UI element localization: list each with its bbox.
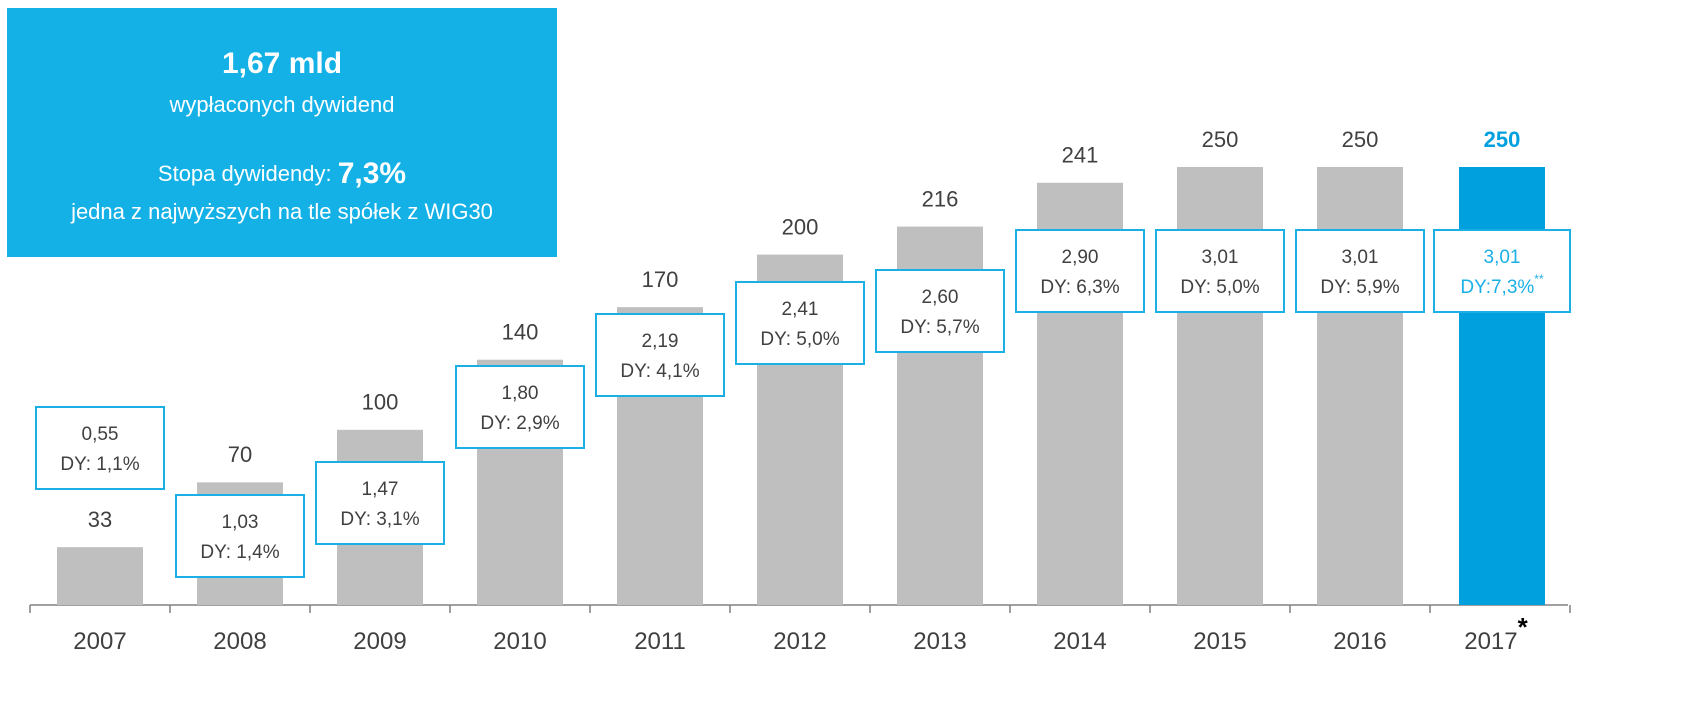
dps-label: 3,01 [1202,247,1239,268]
dy-text: DY: 5,0% [1180,277,1259,298]
info-yield: Stopa dywidendy: 7,3% [158,157,406,190]
x-tick-label: 2014 [1053,628,1106,655]
dps-label: 2,19 [642,331,679,352]
dy-label: DY: 5,9% [1320,277,1399,298]
category: 2007 [73,628,126,655]
category: 2010 [493,628,546,655]
dps-label: 3,01 [1484,247,1521,268]
value-label: 250 [1202,127,1239,152]
dps-label: 1,80 [502,383,539,404]
dy-text: DY: 5,7% [900,317,979,338]
dividend-box [175,494,305,578]
dps-label: 0,55 [82,424,119,445]
value-label: 216 [922,186,959,211]
category: 2008 [213,628,266,655]
category: 2011 [634,628,686,655]
dps-label: 1,03 [222,512,259,533]
info-yield-caption: jedna z najwyższych na tle spółek z WIG3… [70,199,493,224]
dividend-box [735,281,865,365]
category: 2015 [1193,628,1246,655]
dy-label: DY: 4,1% [620,361,699,382]
dy-label: DY: 1,1% [60,454,139,475]
x-tick-label: 2012 [773,628,826,655]
value-label: 250 [1342,127,1379,152]
x-tick-label: 2007 [73,628,126,655]
yield-label: Stopa dywidendy: [158,161,338,186]
dy-text: DY:7,3% [1460,277,1534,298]
dividend-box [875,269,1005,353]
value-label: 241 [1062,143,1099,168]
dy-text: DY: 2,9% [480,413,559,434]
dps-label: 1,47 [362,479,399,500]
x-tick-label: 2017* [1464,612,1528,655]
dy-label: DY: 3,1% [340,509,419,530]
value-label: 200 [782,214,819,239]
dy-label: DY: 5,7% [900,317,979,338]
dps-label: 2,90 [1062,247,1099,268]
dy-label: DY: 2,9% [480,413,559,434]
info-box [7,8,557,257]
dividend-box [595,313,725,397]
value-label: 140 [502,320,539,345]
info-amount: 1,67 mld [222,47,342,80]
dividend-box [315,461,445,545]
dy-text: DY: 3,1% [340,509,419,530]
category: 2017 [1464,628,1517,655]
dividend-box [35,406,165,490]
x-tick-label: 2008 [213,628,266,655]
x-tick-label: 2010 [493,628,546,655]
value-label: 70 [228,442,252,467]
dps-label: 2,60 [922,287,959,308]
x-tick-label: 2015 [1193,628,1246,655]
bar [57,547,143,605]
dy-label: DY: 5,0% [1180,277,1259,298]
dy-label: DY: 1,4% [200,542,279,563]
category-marker: * [1518,612,1529,642]
dy-text: DY: 1,1% [60,454,139,475]
x-tick-label: 2013 [913,628,966,655]
category: 2009 [353,628,406,655]
value-label: 250 [1484,127,1521,152]
yield-value: 7,3% [338,157,406,190]
value-label: 33 [88,507,112,532]
dy-marker: ** [1534,272,1544,286]
category: 2016 [1333,628,1386,655]
dy-text: DY: 4,1% [620,361,699,382]
dividend-box [1015,229,1145,313]
dy-label: DY: 6,3% [1040,277,1119,298]
dps-label: 2,41 [782,299,819,320]
value-label: 170 [642,267,679,292]
dividend-box [455,365,585,449]
x-tick-label: 2009 [353,628,406,655]
dy-label: DY:7,3%** [1460,272,1544,298]
x-tick-label: 2011 [634,628,686,655]
dividend-box [1295,229,1425,313]
dy-text: DY: 5,0% [760,329,839,350]
dividend-box [1433,229,1571,313]
info-caption: wypłaconych dywidend [168,92,394,117]
dy-text: DY: 1,4% [200,542,279,563]
value-label: 100 [362,390,399,415]
category: 2014 [1053,628,1106,655]
category: 2013 [913,628,966,655]
category: 2012 [773,628,826,655]
dy-text: DY: 5,9% [1320,277,1399,298]
dy-label: DY: 5,0% [760,329,839,350]
dy-text: DY: 6,3% [1040,277,1119,298]
dps-label: 3,01 [1342,247,1379,268]
dividend-box [1155,229,1285,313]
x-tick-label: 2016 [1333,628,1386,655]
